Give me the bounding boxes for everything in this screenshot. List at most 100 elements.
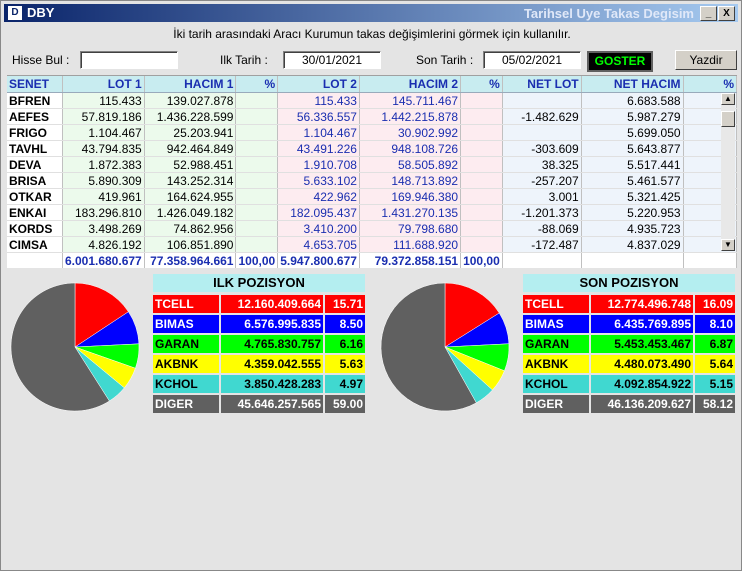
scroll-down-icon[interactable]: ▼ <box>721 239 735 251</box>
ilk-tarih-input[interactable]: 30/01/2021 <box>283 51 381 69</box>
position-name: KCHOL <box>523 375 589 393</box>
table-row[interactable]: OTKAR 419.961 164.624.955 422.962 169.946.38… <box>7 188 737 205</box>
col-header-net-lot[interactable]: NET LOT <box>502 76 582 93</box>
cell-lot2: 3.410.200 <box>277 220 360 237</box>
cell-hacim2: 79.798.680 <box>359 220 462 237</box>
position-name: KCHOL <box>153 375 219 393</box>
son-pozisyon-row: DIGER 46.136.209.627 58.12 <box>523 395 735 413</box>
cell-pct1 <box>235 220 279 237</box>
cell-senet: KORDS <box>7 220 63 237</box>
cell-lot1: 5.890.309 <box>62 172 145 189</box>
cell-senet: OTKAR <box>7 188 63 205</box>
cell-hacim2: 148.713.892 <box>359 172 462 189</box>
ilk-pozisyon-row: BIMAS 6.576.995.835 8.50 <box>153 315 365 333</box>
cell-net-hacim: 5.220.953 <box>581 204 684 221</box>
col-header-hacim2[interactable]: HACIM 2 <box>359 76 462 93</box>
cell-senet: FRIGO <box>7 124 63 141</box>
cell-pct2 <box>460 108 503 125</box>
col-header-pct3[interactable]: % <box>683 76 737 93</box>
col-header-pct2[interactable]: % <box>460 76 503 93</box>
col-header-lot1[interactable]: LOT 1 <box>62 76 145 93</box>
cell-senet: AEFES <box>7 108 63 125</box>
cell-lot1: 115.433 <box>62 92 145 109</box>
cell-pct2 <box>460 156 503 173</box>
instructions-text: İki tarih arasındaki Aracı Kurumun takas… <box>173 27 571 41</box>
col-header-pct1[interactable]: % <box>235 76 279 93</box>
total-lot2: 5.947.800.677 <box>277 252 360 268</box>
table-row[interactable]: CIMSA 4.826.192 106.851.890 4.653.705 111.68… <box>7 236 737 253</box>
position-value: 4.765.830.757 <box>221 335 323 353</box>
ilk-pozisyon-row: KCHOL 3.850.428.283 4.97 <box>153 375 365 393</box>
table-header-row: SENET LOT 1 HACIM 1 % LOT 2 HACIM 2 % NE… <box>7 76 737 93</box>
cell-net-hacim: 5.517.441 <box>581 156 684 173</box>
position-pct: 5.15 <box>695 375 735 393</box>
position-name: TCELL <box>523 295 589 313</box>
cell-lot1: 3.498.269 <box>62 220 145 237</box>
son-pozisyon-row: AKBNK 4.480.073.490 5.64 <box>523 355 735 373</box>
position-value: 4.480.073.490 <box>591 355 693 373</box>
total-cell <box>683 252 737 268</box>
cell-hacim2: 1.431.270.135 <box>359 204 462 221</box>
pie-slice-diger <box>380 282 477 412</box>
col-header-hacim1[interactable]: HACIM 1 <box>144 76 237 93</box>
position-pct: 8.10 <box>695 315 735 333</box>
goster-button[interactable]: GOSTER <box>587 51 653 72</box>
total-pct1: 100,00 <box>235 252 279 268</box>
close-button[interactable]: X <box>718 6 735 21</box>
table-row[interactable]: DEVA 1.872.383 52.988.451 1.910.708 58.505.8… <box>7 156 737 173</box>
cell-hacim2: 1.442.215.878 <box>359 108 462 125</box>
cell-net-lot: -303.609 <box>502 140 582 157</box>
col-header-senet[interactable]: SENET <box>7 76 63 93</box>
minimize-button[interactable]: _ <box>700 6 717 21</box>
table-row[interactable]: FRIGO 1.104.467 25.203.941 1.104.467 30.902.… <box>7 124 737 141</box>
hisse-search-input[interactable] <box>80 51 178 69</box>
cell-lot2: 1.910.708 <box>277 156 360 173</box>
cell-pct1 <box>235 108 279 125</box>
table-row[interactable]: KORDS 3.498.269 74.862.956 3.410.200 79.798.… <box>7 220 737 237</box>
son-tarih-input[interactable]: 05/02/2021 <box>483 51 581 69</box>
cell-net-hacim: 5.987.279 <box>581 108 684 125</box>
total-cell <box>7 252 63 268</box>
table-row[interactable]: BRISA 5.890.309 143.252.314 5.633.102 148.71… <box>7 172 737 189</box>
yazdir-button[interactable]: Yazdir <box>675 50 737 70</box>
hisse-label: Hisse Bul : <box>12 53 70 67</box>
cell-pct1 <box>235 188 279 205</box>
position-value: 6.576.995.835 <box>221 315 323 333</box>
cell-hacim1: 164.624.955 <box>144 188 237 205</box>
window-title: DBY <box>27 5 55 20</box>
cell-pct1 <box>235 236 279 253</box>
cell-lot2: 182.095.437 <box>277 204 360 221</box>
cell-pct1 <box>235 204 279 221</box>
ilk-pozisyon-row: GARAN 4.765.830.757 6.16 <box>153 335 365 353</box>
cell-senet: DEVA <box>7 156 63 173</box>
ilk-tarih-label: Ilk Tarih : <box>220 53 268 67</box>
cell-senet: TAVHL <box>7 140 63 157</box>
table-row[interactable]: AEFES 57.819.186 1.436.228.599 56.336.557 1.… <box>7 108 737 125</box>
col-header-lot2[interactable]: LOT 2 <box>277 76 360 93</box>
position-value: 46.136.209.627 <box>591 395 693 413</box>
cell-hacim1: 139.027.878 <box>144 92 237 109</box>
cell-hacim1: 143.252.314 <box>144 172 237 189</box>
scroll-thumb[interactable] <box>721 111 735 127</box>
table-row[interactable]: TAVHL 43.794.835 942.464.849 43.491.226 948.… <box>7 140 737 157</box>
cell-hacim2: 948.108.726 <box>359 140 462 157</box>
son-tarih-label: Son Tarih : <box>416 53 474 67</box>
cell-net-lot <box>502 124 582 141</box>
cell-lot2: 4.653.705 <box>277 236 360 253</box>
table-row[interactable]: ENKAI 183.296.810 1.426.049.182 182.095.437… <box>7 204 737 221</box>
scroll-up-icon[interactable]: ▲ <box>721 93 735 105</box>
window-subtitle: Tarihsel Uye Takas Degisim <box>523 6 694 21</box>
position-pct: 59.00 <box>325 395 365 413</box>
position-pct: 58.12 <box>695 395 735 413</box>
grid-scrollbar[interactable]: ▲ ▼ <box>721 93 735 251</box>
cell-net-lot <box>502 92 582 109</box>
ilk-pozisyon-row: TCELL 12.160.409.664 15.71 <box>153 295 365 313</box>
col-header-net-hacim[interactable]: NET HACIM <box>581 76 684 93</box>
cell-senet: BFREN <box>7 92 63 109</box>
cell-pct2 <box>460 204 503 221</box>
cell-lot2: 115.433 <box>277 92 360 109</box>
table-row[interactable]: BFREN 115.433 139.027.878 115.433 145.711.46… <box>7 92 737 109</box>
position-value: 5.453.453.467 <box>591 335 693 353</box>
title-bar[interactable]: D DBY Tarihsel Uye Takas Degisim _ X <box>4 4 738 22</box>
